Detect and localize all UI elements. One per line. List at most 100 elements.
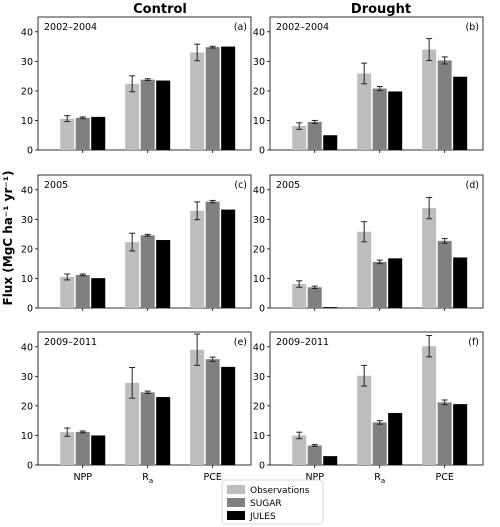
panel-id: (f) bbox=[468, 337, 479, 348]
panel-id: (d) bbox=[466, 180, 479, 191]
panel-d: 0 10 20 30 40 2005 (d) bbox=[253, 174, 484, 315]
y-tick-label: 30 bbox=[253, 372, 265, 383]
bar-observations-npp bbox=[60, 276, 75, 308]
x-tick-label-text: NPP bbox=[305, 472, 324, 483]
error-bar bbox=[79, 116, 86, 120]
y-tick-label: 40 bbox=[21, 27, 33, 38]
bar-sugar-pce bbox=[205, 359, 220, 465]
panel-b: 0 10 20 30 40 2002–2004 (b) bbox=[253, 16, 484, 157]
panel-c: 0 10 20 30 40 2005 (c) bbox=[21, 174, 252, 315]
bar-jules-pce bbox=[453, 404, 468, 465]
error-bar bbox=[144, 233, 151, 237]
y-axis-label: Flux (MgC ha⁻¹ yr⁻¹) bbox=[1, 171, 15, 306]
bar-sugar-ra bbox=[372, 422, 387, 465]
error-bar bbox=[441, 399, 448, 406]
error-bar bbox=[296, 280, 303, 288]
y-tick-label: 20 bbox=[21, 401, 33, 412]
panel-id: (b) bbox=[466, 22, 479, 33]
y-tick-label: 0 bbox=[259, 146, 265, 157]
bar-observations-pce bbox=[422, 49, 437, 151]
error-bar bbox=[129, 75, 136, 93]
y-tick-label: 20 bbox=[253, 86, 265, 97]
bar-jules-pce bbox=[221, 366, 236, 465]
period-label: 2009–2011 bbox=[276, 337, 329, 348]
x-tick-label-subscript: a bbox=[381, 477, 385, 485]
bar-jules-ra bbox=[156, 240, 171, 308]
x-axis-labels: NPP Ra PCE NPP Ra PCE bbox=[73, 472, 453, 485]
bar-observations-npp bbox=[60, 432, 75, 465]
bar-jules-pce bbox=[453, 76, 468, 150]
panel-f: 0 10 20 30 40 2009–2011 (f) bbox=[253, 331, 484, 472]
error-bar bbox=[144, 390, 151, 394]
x-tick-label-pce: PCE bbox=[435, 472, 453, 483]
error-bar bbox=[129, 366, 136, 399]
x-tick-label-r: Ra bbox=[374, 472, 385, 485]
legend-label-sugar: SUGAR bbox=[250, 499, 282, 509]
x-tick-label-text: PCE bbox=[203, 472, 221, 483]
error-bar bbox=[296, 122, 303, 130]
x-tick-label-pce: PCE bbox=[203, 472, 221, 483]
bar-sugar-npp bbox=[307, 287, 322, 308]
y-tick-label: 10 bbox=[253, 116, 265, 127]
error-bar bbox=[194, 333, 201, 366]
bar-observations-pce bbox=[422, 346, 437, 465]
y-tick-label: 30 bbox=[21, 57, 33, 68]
bar-sugar-npp bbox=[75, 431, 90, 465]
error-bar bbox=[311, 119, 318, 124]
error-bar bbox=[64, 427, 71, 437]
bar-sugar-npp bbox=[307, 121, 322, 150]
bar-sugar-pce bbox=[205, 201, 220, 308]
bar-sugar-pce bbox=[437, 60, 452, 150]
bar-sugar-pce bbox=[437, 402, 452, 465]
period-label: 2009–2011 bbox=[44, 337, 97, 348]
bar-observations-ra bbox=[357, 73, 372, 150]
y-tick-label: 10 bbox=[253, 431, 265, 442]
error-bar bbox=[376, 420, 383, 425]
y-tick-label: 40 bbox=[21, 342, 33, 353]
bar-sugar-npp bbox=[75, 274, 90, 308]
bar-jules-ra bbox=[388, 258, 403, 308]
bar-jules-pce bbox=[453, 257, 468, 308]
bar-observations-npp bbox=[292, 126, 307, 150]
x-tick-label-r: Ra bbox=[142, 472, 153, 485]
bar-observations-npp bbox=[292, 435, 307, 465]
bar-jules-npp bbox=[323, 307, 338, 308]
bar-jules-ra bbox=[388, 412, 403, 465]
y-tick-label: 10 bbox=[21, 274, 33, 285]
x-tick-label-text: NPP bbox=[73, 472, 92, 483]
title-drought: Drought bbox=[351, 2, 411, 17]
bar-jules-pce bbox=[221, 46, 236, 150]
legend-swatch-observations bbox=[227, 485, 245, 494]
bar-jules-npp bbox=[323, 135, 338, 150]
bar-observations-pce bbox=[190, 210, 205, 308]
y-tick-label: 0 bbox=[27, 461, 33, 472]
y-tick-label: 30 bbox=[21, 372, 33, 383]
period-label: 2005 bbox=[44, 180, 68, 191]
bar-observations-ra bbox=[125, 242, 140, 308]
error-bar bbox=[441, 238, 448, 244]
error-bar bbox=[194, 43, 201, 62]
y-tick-label: 40 bbox=[21, 185, 33, 196]
error-bar bbox=[441, 56, 448, 65]
period-label: 2005 bbox=[276, 180, 300, 191]
bar-jules-ra bbox=[388, 91, 403, 150]
bar-observations-npp bbox=[292, 284, 307, 308]
error-bar bbox=[361, 221, 368, 243]
error-bar bbox=[296, 431, 303, 440]
panel-a: 0 10 20 30 40 2002–2004 (a) bbox=[21, 16, 252, 157]
bar-sugar-ra bbox=[140, 235, 155, 308]
bar-jules-ra bbox=[156, 80, 171, 150]
x-tick-label-text: PCE bbox=[435, 472, 453, 483]
bar-jules-npp bbox=[91, 278, 106, 308]
bar-jules-npp bbox=[91, 435, 106, 465]
error-bar bbox=[209, 356, 216, 362]
y-tick-label: 10 bbox=[21, 116, 33, 127]
error-bar bbox=[79, 273, 86, 277]
bar-observations-npp bbox=[60, 118, 75, 150]
legend-label-observations: Observations bbox=[250, 486, 310, 496]
x-tick-label-text: R bbox=[142, 472, 149, 483]
legend-label-jules: JULES bbox=[249, 512, 276, 522]
bar-sugar-npp bbox=[307, 445, 322, 465]
error-bar bbox=[64, 273, 71, 281]
